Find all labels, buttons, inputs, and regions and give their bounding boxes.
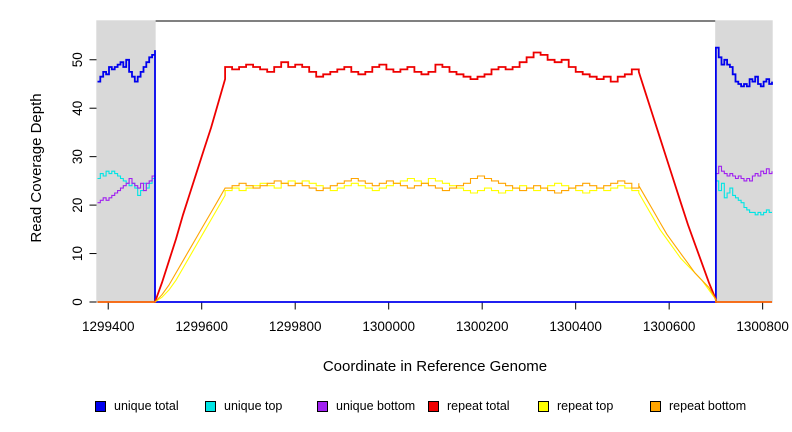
y-tick-label: 10 bbox=[70, 246, 85, 261]
x-axis-label: Coordinate in Reference Genome bbox=[322, 358, 548, 375]
x-tick-label: 1300600 bbox=[643, 319, 696, 334]
series-repeat-total bbox=[97, 51, 772, 303]
y-tick-label: 20 bbox=[70, 198, 85, 213]
series-unique-total bbox=[97, 46, 773, 303]
y-axis-label: Read Coverage Depth bbox=[28, 93, 45, 243]
x-tick-label: 1300000 bbox=[362, 319, 415, 334]
x-tick-label: 1300200 bbox=[456, 319, 509, 334]
plot-box bbox=[96, 20, 773, 303]
y-tick-label: 50 bbox=[70, 52, 85, 67]
x-tick-label: 1299800 bbox=[269, 319, 322, 334]
x-tick-label: 1300800 bbox=[736, 319, 789, 334]
y-tick-label: 30 bbox=[70, 149, 85, 164]
x-tick-label: 1299600 bbox=[175, 319, 228, 334]
shaded-region bbox=[715, 20, 773, 303]
series-unique-top bbox=[97, 170, 772, 303]
series-repeat-bottom bbox=[97, 175, 772, 303]
x-tick-label: 1299400 bbox=[82, 319, 135, 334]
y-tick-label: 40 bbox=[70, 101, 85, 116]
x-tick-label: 1300400 bbox=[549, 319, 602, 334]
y-tick-label: 0 bbox=[70, 298, 85, 306]
